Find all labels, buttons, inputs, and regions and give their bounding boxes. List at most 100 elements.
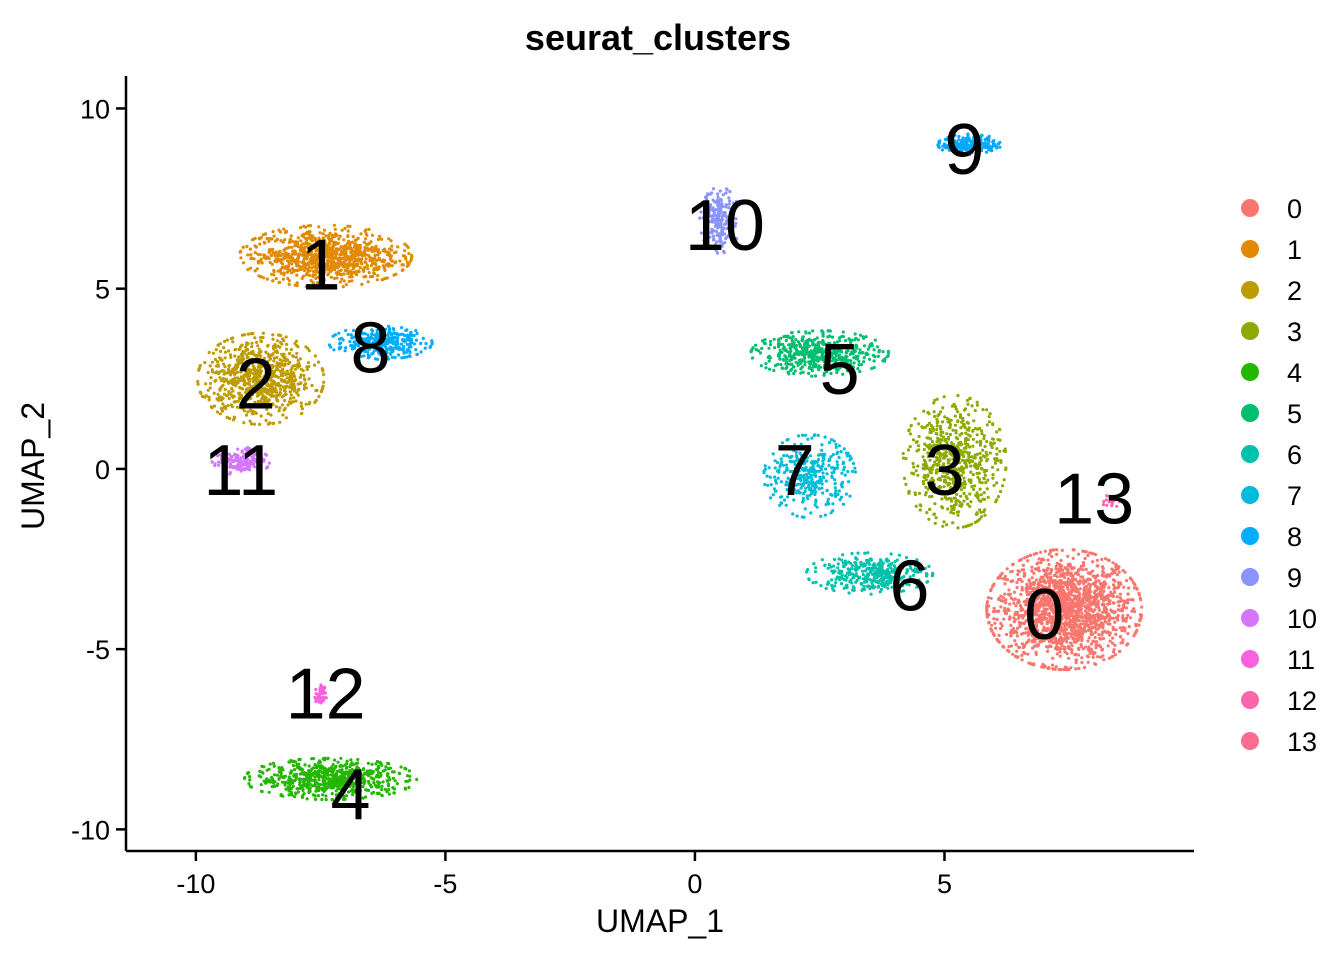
data-point bbox=[287, 372, 291, 376]
data-point bbox=[222, 372, 226, 376]
data-point bbox=[1125, 616, 1129, 620]
data-point bbox=[965, 420, 969, 425]
data-point bbox=[292, 396, 296, 400]
data-point bbox=[311, 269, 316, 273]
data-point bbox=[1036, 642, 1040, 646]
data-point bbox=[1088, 571, 1093, 575]
data-point bbox=[1114, 616, 1118, 620]
data-point bbox=[1035, 630, 1039, 635]
data-point bbox=[1062, 607, 1066, 611]
data-point bbox=[271, 230, 275, 234]
data-point bbox=[306, 773, 310, 777]
data-point bbox=[1052, 603, 1056, 607]
data-point bbox=[284, 416, 288, 420]
data-point bbox=[1030, 565, 1034, 569]
data-point bbox=[320, 367, 324, 371]
data-point bbox=[1121, 638, 1125, 642]
data-point bbox=[259, 335, 263, 339]
data-point bbox=[1034, 617, 1038, 621]
data-point bbox=[1095, 643, 1099, 648]
data-point bbox=[293, 260, 297, 264]
data-point bbox=[917, 491, 922, 495]
data-point bbox=[415, 777, 419, 782]
data-point bbox=[986, 596, 990, 600]
data-point bbox=[390, 264, 394, 268]
data-point bbox=[977, 477, 982, 481]
data-point bbox=[1038, 580, 1042, 584]
data-point bbox=[1088, 587, 1092, 591]
data-point bbox=[307, 770, 312, 774]
data-point bbox=[935, 417, 939, 421]
data-point bbox=[1032, 571, 1036, 575]
data-point bbox=[917, 422, 921, 426]
data-point bbox=[380, 237, 384, 241]
data-point bbox=[985, 600, 990, 604]
data-point bbox=[387, 775, 391, 780]
data-point bbox=[1033, 632, 1037, 636]
data-point bbox=[291, 267, 295, 271]
data-point bbox=[1089, 630, 1093, 634]
data-point bbox=[1042, 617, 1046, 621]
data-point bbox=[317, 761, 321, 765]
data-point bbox=[1022, 621, 1027, 626]
data-point bbox=[912, 472, 916, 476]
data-point bbox=[388, 247, 392, 251]
data-point bbox=[1001, 596, 1005, 600]
data-point bbox=[278, 345, 282, 349]
data-point bbox=[270, 237, 274, 241]
data-point bbox=[273, 254, 277, 258]
data-point bbox=[1064, 592, 1068, 596]
data-point bbox=[337, 237, 341, 241]
data-point bbox=[1034, 578, 1038, 582]
data-point bbox=[241, 261, 246, 265]
data-point bbox=[250, 341, 254, 345]
data-point bbox=[308, 269, 312, 273]
data-point bbox=[378, 234, 382, 238]
data-point bbox=[279, 239, 283, 243]
data-point bbox=[325, 244, 330, 248]
cluster-points-0 bbox=[985, 548, 1144, 672]
data-point bbox=[302, 373, 306, 378]
data-point bbox=[917, 434, 921, 439]
data-point bbox=[968, 460, 972, 464]
data-point bbox=[293, 768, 297, 772]
data-point bbox=[335, 266, 340, 270]
data-point bbox=[289, 348, 293, 352]
data-point bbox=[308, 257, 313, 261]
data-point bbox=[1027, 579, 1031, 583]
data-point bbox=[256, 252, 260, 256]
data-point bbox=[1013, 597, 1017, 601]
data-point bbox=[295, 351, 299, 355]
data-point bbox=[1112, 650, 1116, 654]
data-point bbox=[1058, 607, 1062, 611]
data-point bbox=[1054, 564, 1058, 568]
data-point bbox=[949, 418, 953, 422]
data-point bbox=[1071, 548, 1075, 552]
data-point bbox=[918, 508, 922, 512]
data-point bbox=[1083, 579, 1087, 583]
data-point bbox=[1040, 665, 1044, 669]
data-point bbox=[1028, 618, 1032, 623]
data-point bbox=[272, 784, 276, 788]
data-point bbox=[967, 426, 971, 430]
data-point bbox=[370, 245, 374, 249]
data-point bbox=[317, 238, 321, 243]
data-point bbox=[259, 789, 264, 793]
data-point bbox=[306, 236, 310, 240]
data-point bbox=[1043, 573, 1047, 577]
data-point bbox=[278, 369, 282, 373]
data-point bbox=[1108, 631, 1112, 635]
data-point bbox=[1078, 592, 1082, 596]
data-point bbox=[281, 262, 285, 266]
data-point bbox=[283, 363, 287, 367]
data-point bbox=[1017, 613, 1021, 618]
data-point bbox=[351, 271, 355, 275]
data-point bbox=[1021, 563, 1025, 567]
data-point bbox=[1076, 608, 1080, 612]
data-point bbox=[368, 259, 372, 263]
data-point bbox=[933, 521, 937, 525]
data-point bbox=[348, 224, 352, 228]
data-point bbox=[269, 253, 273, 257]
data-point bbox=[223, 356, 227, 360]
data-point bbox=[1020, 568, 1024, 572]
